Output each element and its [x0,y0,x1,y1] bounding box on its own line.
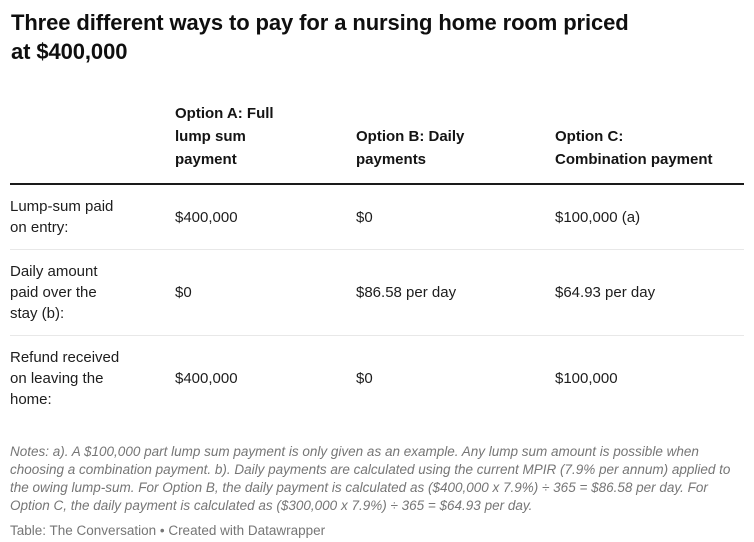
chart-title: Three different ways to pay for a nursin… [11,10,629,64]
column-header-option-c: Option C: Combination payment [555,102,744,185]
cell-refund-option-b: $0 [356,370,373,387]
cell-daily-option-b: $86.58 per day [356,249,555,336]
attribution-line: Table: The Conversation • Created with D… [10,523,326,538]
table-row-refund: Refund received on leaving the home: $40… [10,336,744,422]
row-header-refund: Refund received on leaving the home: [10,349,120,408]
row-header-lump-sum: Lump-sum paid on entry: [10,184,175,250]
cell-lump-sum-option-a: $400,000 [175,184,356,250]
cell-daily-option-c: $64.93 per day [555,249,744,336]
column-header-option-a: Option A: Full lump sum payment [175,102,356,185]
row-header-daily-amount: Daily amount paid over the stay (b): [10,249,175,336]
cell-lump-sum-option-c: $100,000 (a) [555,184,744,250]
cell-daily-option-a: $0 [175,249,356,336]
table-notes: Notes: a). A $100,000 part lump sum paym… [10,444,731,513]
column-header-row-labels [10,102,175,185]
header-row: Option A: Full lump sum payment Option B… [10,102,744,185]
cell-refund-option-c: $100,000 [555,370,618,387]
cell-lump-sum-option-b: $0 [356,184,555,250]
column-header-option-b: Option B: Daily payments [356,102,555,185]
cell-refund-option-a: $400,000 [175,370,238,387]
payment-options-table: Option A: Full lump sum payment Option B… [10,102,744,421]
table-row-lump-sum: Lump-sum paid on entry: $400,000 $0 $100… [10,184,744,250]
table-row-daily-amount: Daily amount paid over the stay (b): $0 … [10,249,744,336]
